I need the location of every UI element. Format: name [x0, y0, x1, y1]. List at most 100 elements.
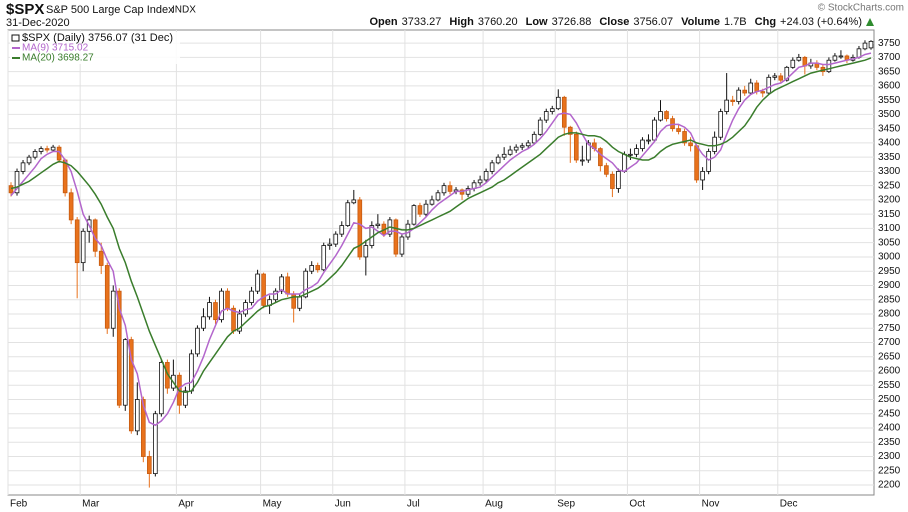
- candle-body: [429, 199, 435, 205]
- candle-body: [243, 302, 248, 315]
- candle-body: [393, 219, 399, 255]
- candle-body: [225, 290, 230, 309]
- candle-body: [399, 236, 405, 255]
- candle-body: [297, 296, 302, 309]
- candle-body: [760, 91, 766, 94]
- change-arrow: [866, 18, 874, 26]
- candle-body: [700, 171, 705, 181]
- candle-body: [790, 59, 796, 68]
- candle-body: [309, 265, 315, 272]
- candle-body: [838, 55, 844, 58]
- candle-body: [772, 75, 778, 78]
- candle-body: [110, 290, 116, 329]
- candle-body: [183, 390, 188, 406]
- candle-body: [477, 179, 483, 184]
- candle-body: [622, 153, 627, 172]
- ma-line: [10, 52, 872, 427]
- candle-body: [116, 290, 122, 406]
- candle-body: [8, 185, 14, 194]
- candle-body: [567, 126, 573, 135]
- candle-body: [207, 302, 212, 318]
- candle-body: [688, 142, 693, 147]
- candle-body: [736, 89, 741, 102]
- candle-body: [531, 133, 537, 144]
- candle-body: [255, 273, 260, 292]
- y-tick-label: 2350: [878, 437, 901, 448]
- y-tick-label: 3000: [878, 252, 901, 263]
- candle-body: [32, 151, 38, 158]
- candle-body: [153, 413, 158, 475]
- candle-body: [525, 142, 531, 147]
- candle-body: [778, 75, 784, 81]
- candle-body: [766, 76, 772, 94]
- y-tick-label: 2750: [878, 323, 901, 334]
- stat-label: Close: [599, 16, 629, 28]
- candle-body: [537, 119, 543, 135]
- y-tick-label: 2400: [878, 423, 901, 434]
- candle-body: [513, 146, 519, 151]
- legend-entry: $SPX (Daily) 3756.07 (31 Dec): [22, 32, 173, 44]
- candle-body: [730, 99, 735, 102]
- candle-body: [495, 156, 501, 164]
- y-tick-label: 3600: [878, 81, 901, 92]
- y-tick-label: 2900: [878, 280, 901, 291]
- candle-body: [724, 99, 729, 112]
- candle-body: [20, 162, 26, 172]
- x-tick-label: Jun: [335, 499, 351, 510]
- y-tick-label: 2650: [878, 351, 901, 362]
- stat-label: Volume: [681, 16, 720, 28]
- x-tick-label: Nov: [702, 499, 720, 510]
- candle-body: [273, 290, 278, 301]
- y-tick-label: 3700: [878, 52, 901, 63]
- stat-value: 1.7B: [724, 16, 747, 28]
- candle-body: [327, 243, 333, 246]
- y-tick-label: 3750: [878, 38, 901, 49]
- candle-body: [784, 66, 790, 81]
- candle-body: [519, 145, 525, 148]
- candle-body: [610, 173, 615, 189]
- y-tick-label: 3250: [878, 180, 901, 191]
- legend-entry: MA(20) 3698.27: [22, 53, 94, 64]
- candle-body: [616, 171, 621, 189]
- stat-label: High: [449, 16, 474, 28]
- candle-body: [285, 276, 290, 295]
- candle-body: [303, 270, 308, 298]
- y-tick-label: 2700: [878, 337, 901, 348]
- x-tick-label: Oct: [629, 499, 645, 510]
- y-tick-label: 3450: [878, 123, 901, 134]
- candle-body: [62, 159, 68, 194]
- candle-body: [489, 162, 495, 172]
- candle-body: [237, 313, 242, 332]
- candle-body: [279, 276, 284, 292]
- candle-body: [189, 353, 194, 392]
- candle-body: [634, 148, 639, 155]
- y-tick-label: 3150: [878, 209, 901, 220]
- candle-body: [501, 153, 507, 158]
- candle-body: [333, 233, 339, 245]
- candle-body: [628, 153, 633, 156]
- candle-body: [646, 139, 651, 142]
- candle-body: [351, 199, 357, 204]
- candle-body: [676, 128, 681, 132]
- candle-body: [38, 148, 44, 152]
- candle-body: [574, 133, 579, 161]
- candle-body: [80, 230, 86, 264]
- candle-body: [219, 290, 224, 321]
- candles: [8, 40, 874, 488]
- date: 31-Dec-2020: [6, 17, 70, 29]
- y-tick-label: 3400: [878, 138, 901, 149]
- stats: Open 3733.27 High 3760.20 Low 3726.88 Close 375…: [369, 16, 862, 28]
- y-tick-label: 2500: [878, 394, 901, 405]
- candle-body: [345, 202, 351, 226]
- candle-body: [375, 223, 381, 226]
- x-tick-label: Aug: [485, 499, 503, 510]
- candle-body: [652, 119, 657, 141]
- y-tick-label: 2200: [878, 480, 901, 491]
- candle-body: [640, 139, 645, 150]
- candle-body: [357, 199, 363, 258]
- stat-value: +24.03 (+0.64%): [780, 16, 862, 28]
- candle-body: [712, 136, 717, 152]
- y-tick-label: 3200: [878, 195, 901, 206]
- x-tick-label: Sep: [557, 499, 575, 510]
- candle-body: [586, 142, 591, 161]
